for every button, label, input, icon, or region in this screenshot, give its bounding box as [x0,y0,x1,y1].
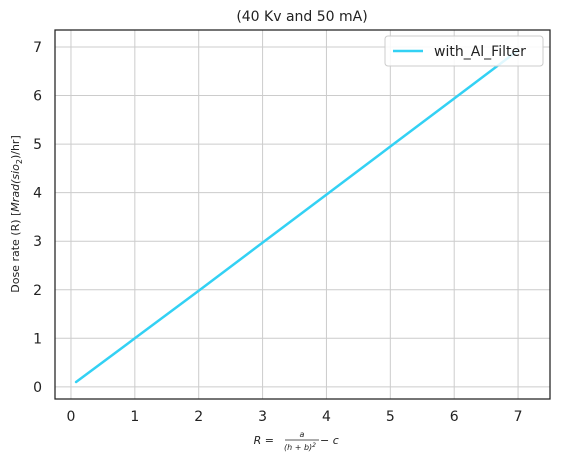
x-tick-label: 2 [194,409,203,425]
chart-title: (40 Kv and 50 mA) [236,9,367,25]
legend-box [384,35,544,67]
x-tick-label: 4 [322,409,331,425]
x-tick-label: 1 [130,409,139,425]
x-ticks: 0 1 2 3 4 5 6 7 [67,409,523,425]
y-tick-label: 3 [33,234,42,250]
y-ticks: 0 1 2 3 4 5 6 7 [33,40,42,396]
x-tick-label: 0 [67,409,76,425]
y-tick-label: 0 [33,380,42,396]
series-layer [74,49,520,384]
svg-text:R =: R = [254,434,274,447]
x-tick-label: 6 [450,409,459,425]
x-tick-label: 3 [258,409,267,425]
y-tick-label: 1 [33,331,42,347]
x-tick-label: 7 [514,409,523,425]
legend: with_Al_Filter [384,35,544,67]
grid [55,30,550,399]
y-tick-label: 6 [33,89,42,105]
series-line-with_Al_Filter [74,49,520,384]
y-tick-label: 4 [33,186,42,202]
y-tick-label: 7 [33,40,42,56]
plot-frame [54,29,551,400]
y-tick-label: 5 [33,137,42,153]
x-axis-label: R = a (h + b)2 − c [254,430,339,452]
y-axis-label: Dose rate (R) [Mrad(sio2)/hr] [9,135,24,293]
svg-text:(h + b)2: (h + b)2 [284,442,316,452]
y-tick-label: 2 [33,283,42,299]
svg-text:a: a [300,430,305,439]
svg-text:− c: − c [320,434,339,447]
x-tick-label: 5 [386,409,395,425]
legend-label: with_Al_Filter [434,44,526,60]
